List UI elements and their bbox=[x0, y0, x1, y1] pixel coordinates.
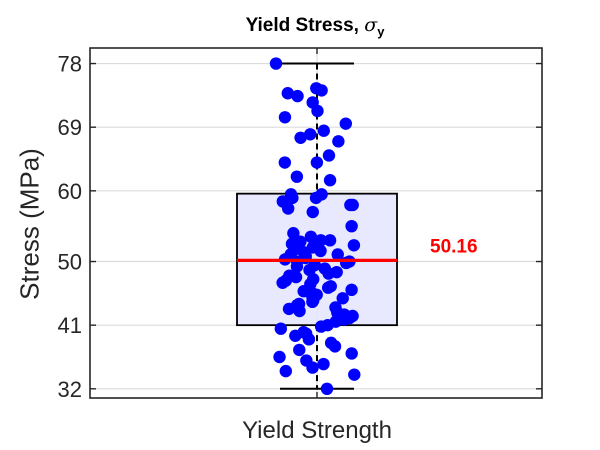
data-point-92 bbox=[273, 350, 286, 364]
data-point-17 bbox=[290, 170, 304, 183]
median-label: 50.16 bbox=[430, 236, 478, 257]
chart-title-symbol: σ bbox=[364, 14, 378, 36]
data-point-90 bbox=[293, 343, 306, 357]
data-point-27 bbox=[306, 205, 319, 219]
data-point-53 bbox=[322, 267, 335, 280]
data-point-14 bbox=[322, 149, 336, 162]
data-point-12 bbox=[294, 131, 307, 144]
y-tick-label-0: 32 bbox=[58, 377, 82, 402]
data-point-4 bbox=[281, 87, 294, 100]
data-point-32 bbox=[323, 234, 337, 247]
data-point-86 bbox=[289, 329, 302, 342]
data-point-5 bbox=[291, 89, 304, 103]
data-point-1 bbox=[320, 382, 334, 396]
data-point-61 bbox=[321, 281, 335, 294]
y-tick-label-2: 50 bbox=[58, 250, 82, 275]
data-point-30 bbox=[304, 230, 318, 243]
y-tick-label-4: 69 bbox=[58, 115, 82, 140]
data-point-26 bbox=[281, 202, 295, 215]
y-tick-label-3: 60 bbox=[58, 179, 82, 204]
data-point-0 bbox=[269, 57, 283, 70]
data-point-29 bbox=[287, 227, 300, 240]
data-point-94 bbox=[317, 357, 330, 371]
data-point-10 bbox=[317, 124, 330, 137]
data-point-69 bbox=[306, 295, 319, 309]
data-point-96 bbox=[279, 364, 292, 378]
data-point-38 bbox=[314, 244, 327, 258]
data-point-3 bbox=[315, 84, 328, 97]
data-point-67 bbox=[336, 292, 349, 305]
data-point-91 bbox=[345, 347, 358, 360]
data-point-18 bbox=[323, 174, 337, 187]
data-point-7 bbox=[311, 104, 324, 118]
data-point-13 bbox=[332, 135, 345, 148]
data-point-58 bbox=[276, 276, 289, 289]
data-point-35 bbox=[347, 239, 361, 252]
x-tick-label: Yield Strength bbox=[242, 417, 392, 444]
data-point-97 bbox=[348, 368, 361, 381]
chart-title-text: Yield Stress, bbox=[245, 15, 359, 36]
data-point-11 bbox=[304, 128, 317, 141]
data-point-62 bbox=[345, 283, 358, 297]
data-point-83 bbox=[274, 322, 288, 335]
y-tick-label-5: 78 bbox=[58, 52, 82, 77]
data-point-25 bbox=[346, 198, 359, 212]
data-point-74 bbox=[293, 304, 306, 318]
chart-title: Yield Stress, σy bbox=[0, 14, 600, 39]
chart-title-subscript: y bbox=[377, 24, 385, 39]
data-point-16 bbox=[310, 156, 324, 169]
data-point-87 bbox=[302, 333, 316, 346]
axes-box bbox=[89, 47, 543, 399]
data-point-21 bbox=[309, 191, 323, 205]
data-point-15 bbox=[278, 156, 292, 169]
data-point-89 bbox=[328, 340, 342, 353]
data-point-8 bbox=[278, 111, 292, 124]
data-point-31 bbox=[314, 234, 328, 247]
data-point-95 bbox=[306, 361, 319, 374]
data-point-82 bbox=[314, 320, 328, 333]
data-point-49 bbox=[290, 260, 304, 273]
data-point-9 bbox=[339, 117, 352, 130]
data-point-47 bbox=[339, 256, 353, 270]
data-point-28 bbox=[345, 219, 358, 233]
data-point-22 bbox=[286, 191, 299, 205]
data-point-55 bbox=[289, 270, 303, 284]
y-tick-label-1: 41 bbox=[58, 313, 82, 338]
data-point-73 bbox=[282, 302, 296, 316]
data-point-41 bbox=[331, 248, 344, 261]
